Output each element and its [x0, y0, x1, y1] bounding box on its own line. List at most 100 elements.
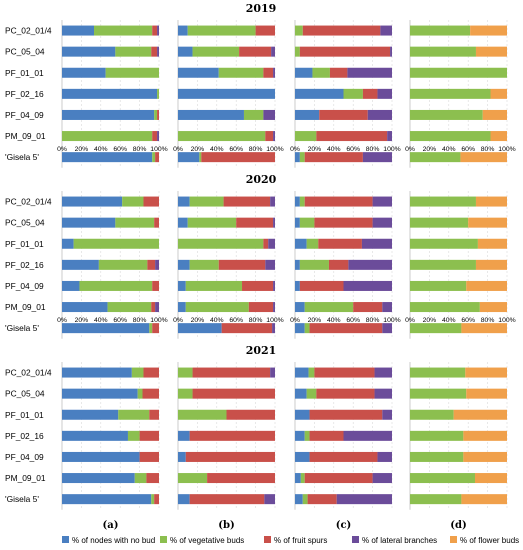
bar-segment-2 — [316, 131, 388, 142]
bar-segment-3 — [271, 46, 275, 57]
bar-segment-4 — [465, 367, 507, 378]
category-label: PC_02_01/4 — [5, 368, 52, 378]
category-label: 'Gisela 5' — [5, 152, 39, 162]
bar-segment-3 — [377, 451, 392, 462]
bar-segment-1 — [218, 67, 264, 78]
category-label: PC_05_04 — [5, 218, 45, 228]
bar-segment-0 — [62, 494, 152, 505]
bar-segment-1 — [299, 196, 305, 207]
bar-segment-1 — [122, 196, 144, 207]
category-label: PF_02_16 — [5, 260, 44, 270]
bar-segment-4 — [475, 46, 507, 57]
bar-segment-2 — [146, 473, 159, 484]
bar-segment-1 — [410, 323, 462, 334]
x-tick-label: 0% — [290, 317, 300, 324]
x-tick-label: 20% — [423, 146, 437, 153]
category-label: PF_04_09 — [5, 110, 44, 120]
bar-segment-2 — [218, 259, 266, 270]
bar-segment-3 — [361, 238, 392, 249]
bar-segment-1 — [299, 152, 305, 163]
bar-segment-0 — [62, 67, 106, 78]
bar-segment-2 — [155, 152, 159, 163]
bar-segment-1 — [118, 409, 150, 420]
bar-segment-0 — [178, 430, 190, 441]
bar-segment-3 — [272, 323, 275, 334]
x-tick-label: 40% — [210, 146, 224, 153]
bar-segment-1 — [410, 280, 467, 291]
bar-segment-2 — [152, 323, 159, 334]
bar-segment-0 — [62, 388, 138, 399]
bar-segment-0 — [295, 409, 310, 420]
x-tick-label: 0% — [405, 146, 415, 153]
bar-segment-2 — [239, 46, 272, 57]
legend-entry: % of lateral branches — [362, 536, 437, 545]
bar-segment-2 — [192, 367, 271, 378]
bar-segment-0 — [62, 280, 80, 291]
bar-segment-2 — [149, 409, 159, 420]
bar-segment-2 — [143, 196, 159, 207]
x-tick-label: 100% — [383, 146, 400, 153]
category-label: PF_01_01 — [5, 68, 44, 78]
x-tick-label: 40% — [442, 146, 456, 153]
x-tick-label: 20% — [75, 317, 89, 324]
bar-segment-3 — [362, 152, 392, 163]
legend-swatch — [352, 536, 359, 543]
category-label: 'Gisela 5' — [5, 494, 39, 504]
bar-segment-0 — [62, 152, 153, 163]
bar-segment-3 — [264, 494, 275, 505]
bar-segment-4 — [463, 430, 507, 441]
bar-segment-1 — [185, 280, 243, 291]
bar-segment-4 — [460, 152, 507, 163]
bar-segment-1 — [151, 494, 155, 505]
bar-segment-3 — [265, 259, 275, 270]
x-tick-label: 100% — [266, 146, 283, 153]
bar-segment-2 — [192, 388, 275, 399]
bar-segment-3 — [372, 217, 392, 228]
category-label: PF_01_01 — [5, 410, 44, 420]
bar-segment-2 — [314, 217, 373, 228]
bar-segment-1 — [178, 367, 193, 378]
bar-segment-0 — [62, 473, 135, 484]
bar-segment-2 — [139, 451, 159, 462]
category-label: PC_02_01/4 — [5, 197, 52, 207]
bar-segment-3 — [155, 259, 159, 270]
bar-segment-1 — [410, 430, 464, 441]
bar-segment-1 — [94, 25, 153, 36]
bar-segment-0 — [178, 323, 222, 334]
category-label: PC_02_01/4 — [5, 26, 52, 36]
x-tick-label: 100% — [383, 317, 400, 324]
bar-segment-2 — [139, 430, 159, 441]
bar-segment-2 — [242, 280, 274, 291]
x-tick-label: 80% — [249, 317, 263, 324]
bar-segment-2 — [152, 280, 159, 291]
bar-segment-0 — [295, 109, 320, 120]
bar-segment-0 — [62, 367, 132, 378]
bar-segment-2 — [151, 46, 158, 57]
bar-segment-2 — [154, 494, 159, 505]
bar-segment-1 — [185, 302, 249, 313]
bar-segment-1 — [115, 217, 155, 228]
bar-segment-2 — [309, 323, 383, 334]
x-tick-label: 80% — [481, 317, 495, 324]
x-tick-label: 20% — [308, 317, 322, 324]
bar-segment-0 — [178, 25, 188, 36]
bar-segment-3 — [263, 109, 275, 120]
bar-segment-2 — [223, 196, 271, 207]
legend-swatch — [160, 536, 167, 543]
bar-segment-3 — [382, 323, 392, 334]
bar-segment-1 — [127, 430, 140, 441]
bar-segment-0 — [295, 259, 300, 270]
bar-segment-0 — [62, 323, 150, 334]
bar-segment-2 — [152, 131, 158, 142]
bar-segment-1 — [73, 238, 159, 249]
bar-segment-1 — [295, 131, 317, 142]
year-title-2019: 2019 — [246, 2, 277, 15]
bar-segment-3 — [377, 88, 392, 99]
bar-segment-0 — [62, 25, 95, 36]
bar-segment-4 — [482, 109, 507, 120]
bar-segment-1 — [115, 46, 152, 57]
x-tick-label: 80% — [249, 146, 263, 153]
x-tick-label: 100% — [266, 317, 283, 324]
bar-segment-3 — [273, 280, 275, 291]
bar-segment-1 — [131, 367, 144, 378]
